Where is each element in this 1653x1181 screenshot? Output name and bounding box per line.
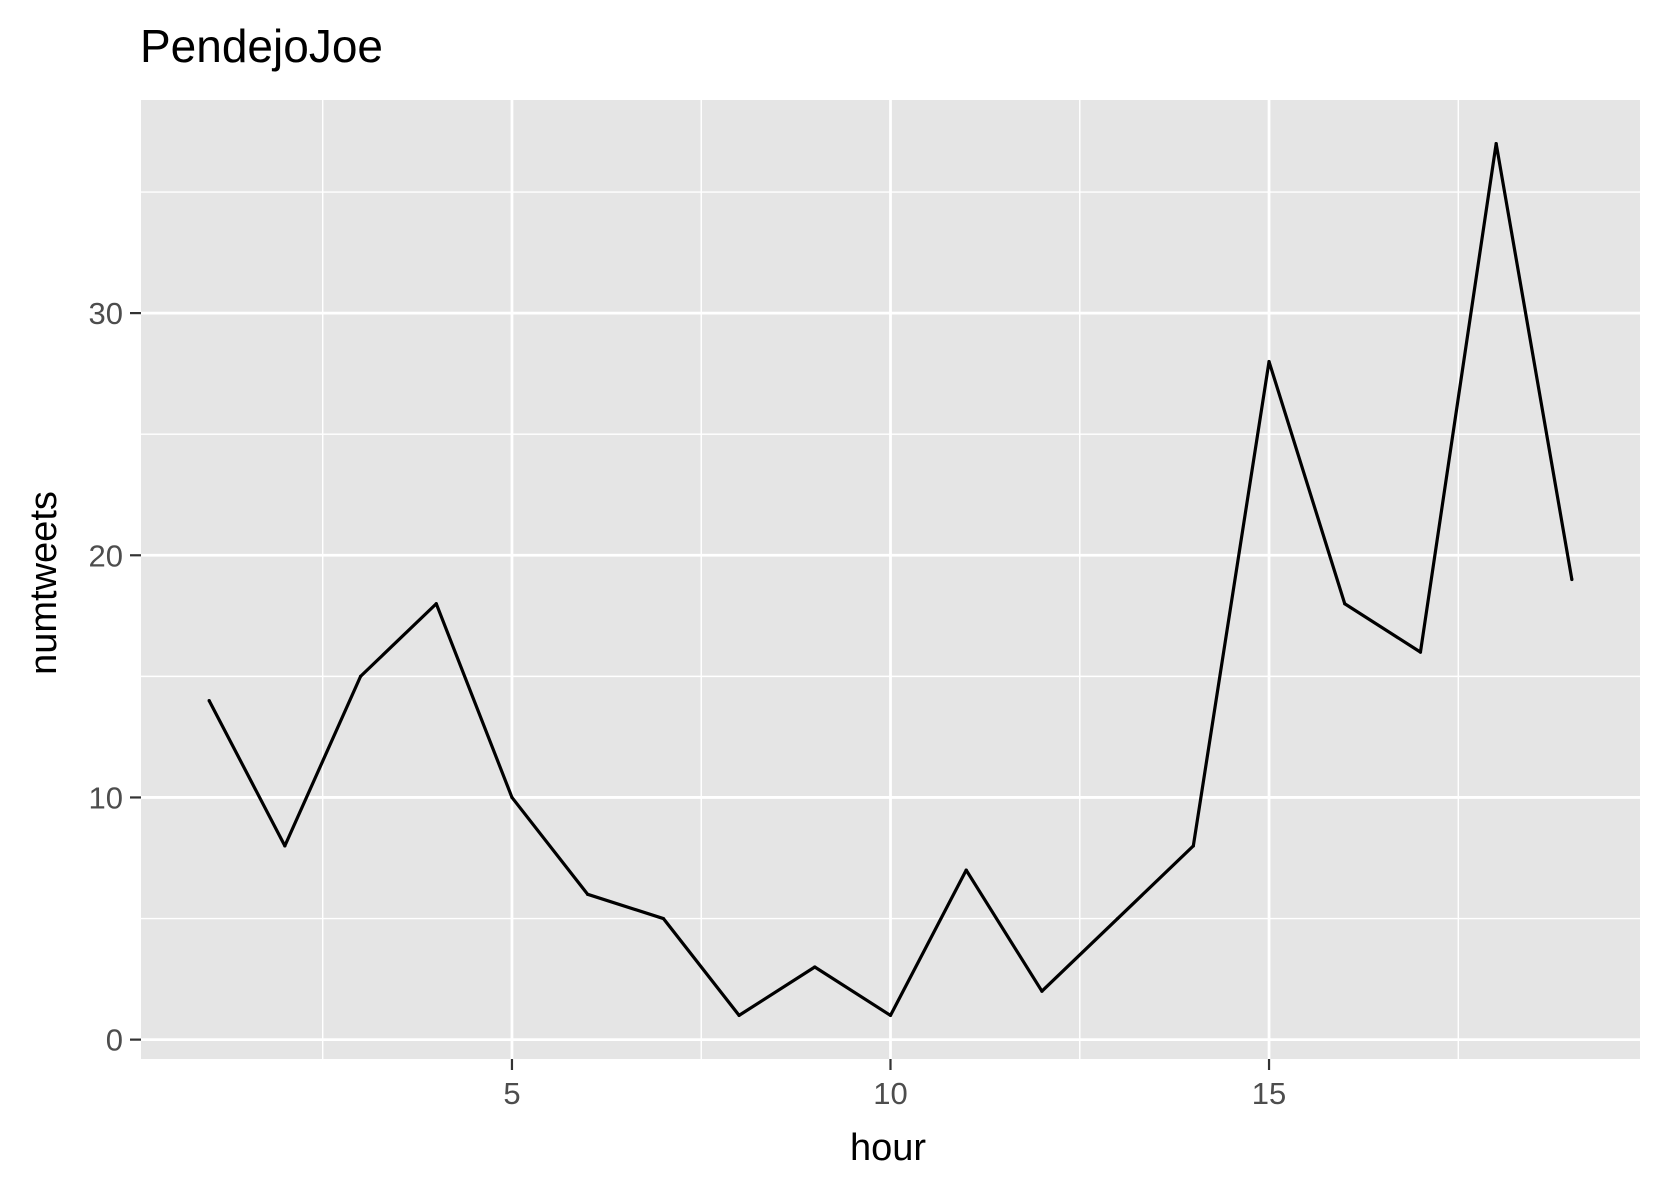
y-tick-label: 0 [106, 1023, 123, 1058]
data-point [1343, 602, 1347, 606]
data-point [1040, 989, 1044, 993]
data-point [737, 1013, 741, 1018]
data-point [1494, 141, 1498, 146]
chart-title: PendejoJoe [140, 20, 383, 72]
data-point [964, 868, 968, 872]
data-point [1418, 650, 1423, 654]
x-tick-label: 15 [1252, 1076, 1286, 1111]
data-point [283, 844, 287, 848]
x-axis: 5 10 15 [503, 1059, 1286, 1111]
data-point [813, 965, 817, 969]
data-point [510, 795, 514, 800]
y-tick-label: 30 [89, 296, 123, 331]
data-point [358, 674, 363, 678]
x-axis-title: hour [850, 1127, 926, 1169]
major-gridlines [141, 100, 1640, 1059]
data-point [1191, 844, 1195, 848]
x-tick-label: 5 [503, 1076, 520, 1111]
data-point [1116, 916, 1120, 921]
data-point [661, 916, 665, 921]
data-point [1570, 577, 1574, 582]
data-point [888, 1013, 893, 1018]
y-axis: 0 10 20 30 [89, 296, 141, 1058]
x-tick-label: 10 [873, 1076, 907, 1111]
data-point [1267, 359, 1271, 364]
data-point [586, 892, 590, 896]
y-axis-title: numtweets [23, 491, 65, 675]
data-point [434, 602, 438, 606]
y-tick-label: 20 [89, 538, 123, 573]
series-layer [207, 141, 1574, 1018]
y-tick-label: 10 [89, 780, 123, 815]
data-point [207, 698, 211, 703]
